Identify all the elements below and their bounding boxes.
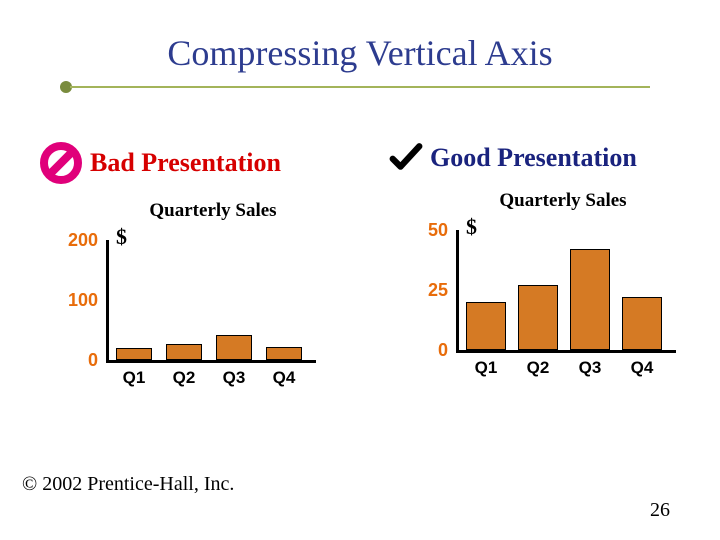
left-y-axis <box>106 240 109 360</box>
left-xcategory: Q4 <box>262 368 306 388</box>
left-ytick: 0 <box>38 350 98 371</box>
left-x-axis <box>106 360 316 363</box>
right-xcategory: Q3 <box>568 358 612 378</box>
right-chart: $ 02550Q1Q2Q3Q4 <box>388 218 698 388</box>
left-chart: $ 0100200Q1Q2Q3Q4 <box>38 228 348 398</box>
panel-bad: Bad Presentation Quarterly Sales $ 0 100 2… <box>38 140 348 398</box>
right-ytick: 50 <box>388 220 448 241</box>
page-number: 26 <box>650 499 670 522</box>
title-underline <box>70 86 650 88</box>
right-xcategory: Q1 <box>464 358 508 378</box>
right-bar <box>466 302 506 350</box>
panel-bad-header: Bad Presentation <box>38 140 348 186</box>
panel-good: Good Presentation Quarterly Sales $ 0 25 5… <box>388 140 698 388</box>
panel-good-header: Good Presentation <box>388 140 698 176</box>
left-chart-title: Quarterly Sales <box>78 200 348 222</box>
left-dollar-label: $ <box>116 224 127 250</box>
slide-title-text: Compressing Vertical Axis <box>167 33 552 73</box>
right-dollar-label: $ <box>466 214 477 240</box>
right-ytick: 0 <box>388 340 448 361</box>
prohibit-slash <box>49 151 73 175</box>
panel-good-label: Good Presentation <box>430 143 637 173</box>
right-bar <box>518 285 558 350</box>
right-y-axis <box>456 230 459 350</box>
left-ytick: 100 <box>38 290 98 311</box>
right-bar <box>622 297 662 350</box>
slide-title: Compressing Vertical Axis <box>0 32 720 74</box>
left-bar <box>266 347 302 360</box>
right-xcategory: Q4 <box>620 358 664 378</box>
check-path <box>393 146 420 166</box>
right-xcategory: Q2 <box>516 358 560 378</box>
right-x-axis <box>456 350 676 353</box>
panel-bad-label: Bad Presentation <box>90 148 281 178</box>
left-ytick: 200 <box>38 230 98 251</box>
left-xcategory: Q2 <box>162 368 206 388</box>
prohibit-icon <box>38 140 84 186</box>
left-xcategory: Q3 <box>212 368 256 388</box>
left-bar <box>116 348 152 360</box>
right-ytick: 25 <box>388 280 448 301</box>
left-bar <box>216 335 252 360</box>
copyright-text: © 2002 Prentice-Hall, Inc. <box>22 473 234 496</box>
check-icon <box>388 140 424 176</box>
right-bar <box>570 249 610 350</box>
right-chart-title: Quarterly Sales <box>428 190 698 212</box>
left-bar <box>166 344 202 360</box>
left-xcategory: Q1 <box>112 368 156 388</box>
